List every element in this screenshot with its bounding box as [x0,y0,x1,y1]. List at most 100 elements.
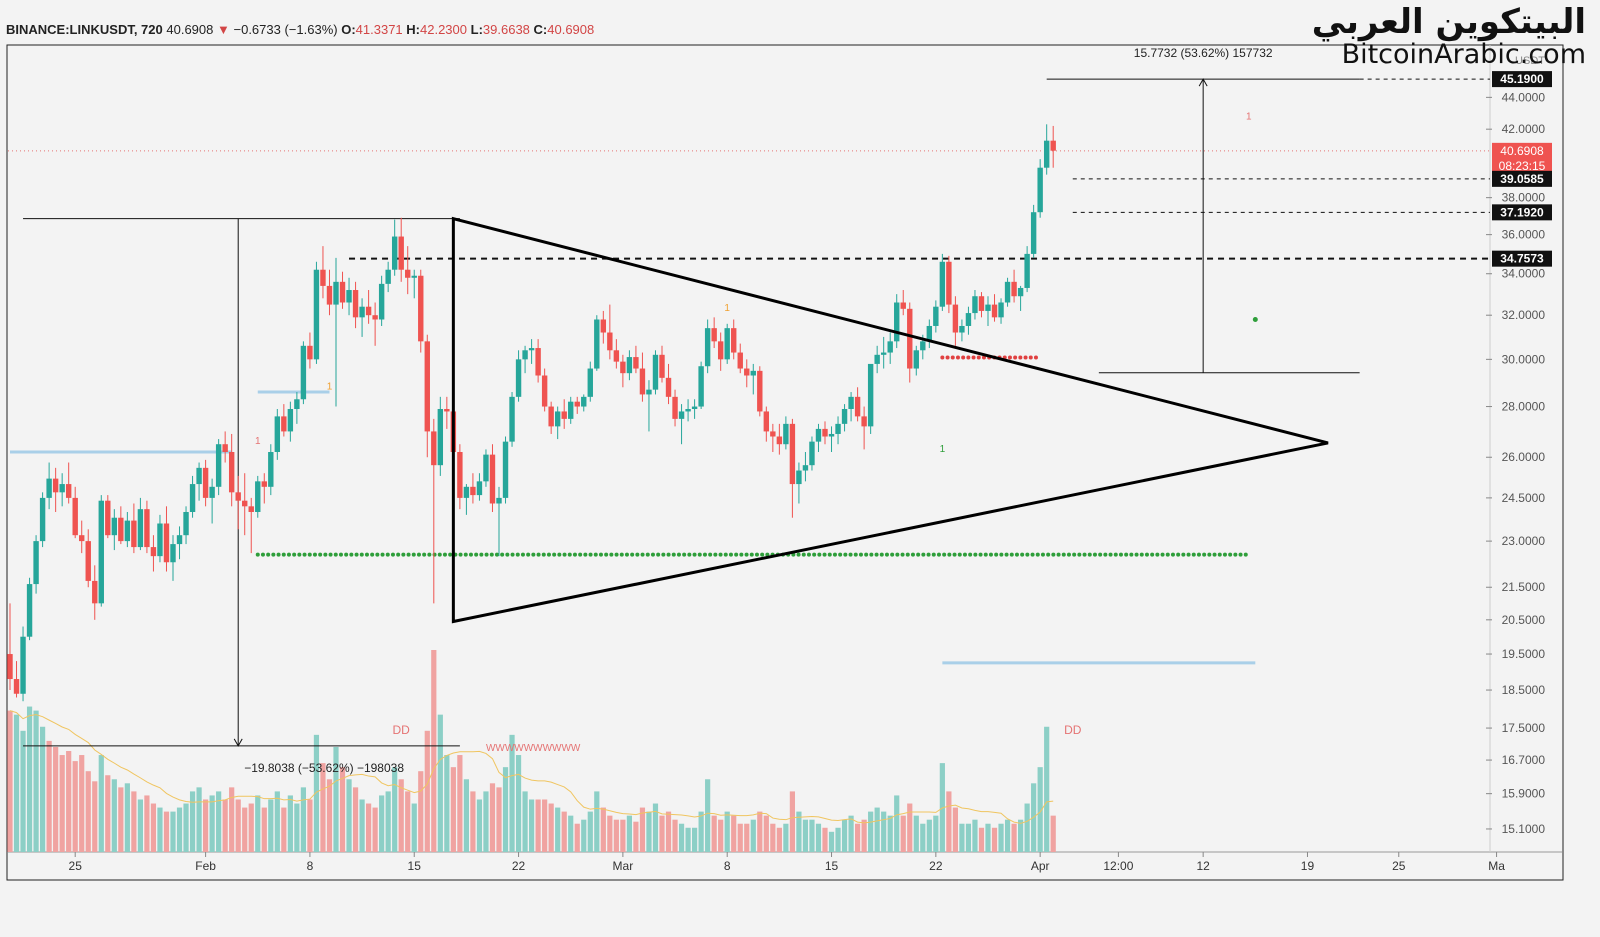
x-tick-label: 15 [408,859,422,873]
candle-body [33,541,39,585]
candle-body [874,354,880,364]
volume-bar [209,795,215,852]
volume-bar [437,714,443,852]
support-dot [588,552,593,557]
volume-bar [150,803,157,852]
volume-bar [959,823,965,852]
support-dot [1061,552,1066,557]
volume-bar [894,795,900,852]
support-dot [406,552,411,557]
resistance-dot [1023,355,1028,360]
support-dot [921,552,926,557]
support-dot [1118,552,1123,557]
volume-bar [626,815,632,852]
support-dot [806,552,811,557]
volume-bar [79,755,85,852]
support-dot [1160,552,1165,557]
support-dot [505,552,510,557]
x-tick-label: 8 [307,859,314,873]
y-tick-label: 23.0000 [1502,534,1546,548]
support-dot [817,552,822,557]
volume-bar [326,779,333,852]
support-dot [281,552,286,557]
volume-bar [268,799,274,852]
volume-bar [496,787,502,852]
volume-bar [483,791,489,852]
price-level-tag [1492,71,1552,88]
volume-bar [157,807,163,852]
x-tick-label: 19 [1301,859,1315,873]
volume-bar [392,767,398,852]
support-dot [1212,552,1217,557]
candle-body [946,261,952,305]
volume-bar [379,795,385,852]
y-tick-label: 30.0000 [1502,352,1546,366]
candle-body [672,396,678,419]
candle-body [522,350,528,360]
y-tick-label: 20.5000 [1502,613,1546,627]
support-dot [822,552,827,557]
support-dot [354,552,359,557]
support-dot [952,552,957,557]
x-tick-label: 22 [929,859,943,873]
support-dot [338,552,343,557]
watermark-logo: البيتكوين العربي BitcoinArabic.com [1312,2,1586,68]
candle-body [959,325,965,333]
candle-body [189,484,196,512]
candle-body [848,396,854,409]
volume-bar [600,807,606,852]
volume-bar [131,791,137,852]
candle-body [828,433,835,437]
resistance-dot [955,355,960,360]
volume-bar [868,811,874,852]
candle-body [789,423,796,485]
support-dot [988,552,993,557]
logo-arabic: البيتكوين العربي [1311,2,1586,42]
candle-body [98,500,104,604]
support-dot [838,552,843,557]
volume-bar [418,771,424,852]
measure-down-label: −19.8038 (−53.62%) −198038 [244,761,404,775]
support-dot [297,552,302,557]
support-dot [1155,552,1160,557]
support-dot [676,552,681,557]
resistance-dot [961,355,966,360]
candle-body [541,375,548,407]
candle-body [326,285,333,305]
low-label: L: [470,22,483,37]
volume-bar [509,734,515,852]
candle-body [411,275,417,278]
y-tick-label: 44.0000 [1502,90,1546,104]
volume-bar [822,827,828,852]
candle-body [678,411,685,419]
support-dot [572,552,577,557]
y-tick-label: 36.0000 [1502,228,1546,242]
support-dot [926,552,931,557]
support-dot [1009,552,1014,557]
support-dot [1056,552,1061,557]
support-dot [266,552,271,557]
support-dot [323,552,328,557]
volume-bar [828,831,835,852]
support-dot [723,552,728,557]
price-level-label: 37.1920 [1500,205,1544,219]
candle-body [822,428,828,437]
volume-bar [137,799,143,852]
support-dot [635,552,640,557]
volume-bar [163,811,170,852]
volume-bar [711,815,717,852]
candle-body [907,308,913,369]
support-dot [416,552,421,557]
volume-bar [913,815,919,852]
candle-body [1043,140,1050,168]
resistance-dot [971,355,976,360]
support-dot [905,552,910,557]
candle-body [20,636,26,694]
candle-body [483,454,489,482]
volume-bar [502,767,509,852]
volume-bar [881,811,887,852]
candle-body [750,370,756,376]
candle-body [431,431,437,466]
candle-body [150,547,157,557]
